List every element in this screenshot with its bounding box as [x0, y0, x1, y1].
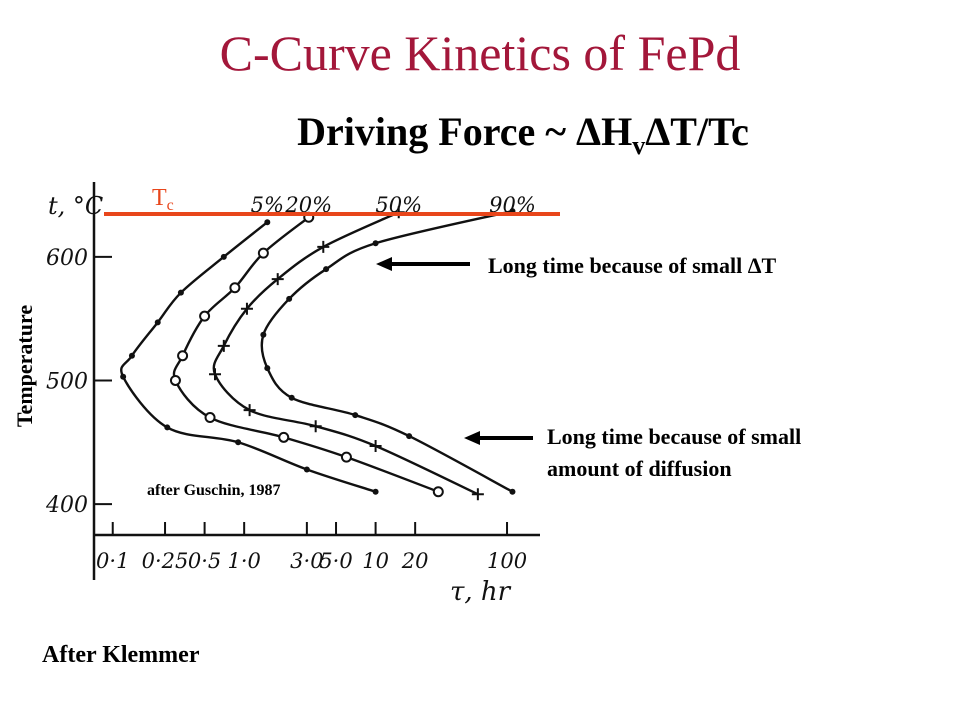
- annotation-small-diffusion-line1: Long time because of small: [547, 424, 802, 449]
- y-tick-label: 400: [45, 493, 88, 518]
- temperature-label: Temperature: [12, 304, 37, 428]
- data-point: [340, 451, 352, 463]
- series-line: [120, 221, 376, 493]
- series-markers: [120, 206, 516, 501]
- series-line: [212, 211, 479, 496]
- data-point: [164, 424, 171, 431]
- slide-subtitle: Driving Force ~ ΔHvΔT/Tc: [0, 108, 960, 160]
- data-point: [372, 240, 379, 247]
- data-point: [240, 302, 253, 315]
- after-klemmer: After Klemmer: [42, 642, 200, 668]
- x-ticks: 0·1 0·25 0·5 1·0 3·05·0 10 20 100: [96, 522, 527, 573]
- data-point: [243, 404, 256, 417]
- series-line: [260, 209, 514, 493]
- data-point: [229, 282, 241, 294]
- y-axis-title: t, °C: [48, 192, 103, 220]
- data-point: [303, 466, 310, 473]
- data-point: [220, 253, 227, 260]
- y-tick-label: 600: [46, 246, 88, 271]
- data-point: [264, 365, 271, 372]
- credit-guschin: after Guschin, 1987: [147, 482, 281, 499]
- data-point: [177, 350, 189, 362]
- arrow-top-head: [376, 257, 392, 271]
- data-point: [177, 289, 184, 296]
- x-tick-label: 5·0: [319, 549, 352, 573]
- x-axis-title: τ, hr: [450, 577, 512, 607]
- data-point: [271, 273, 284, 286]
- x-tick-label: 10: [362, 549, 389, 573]
- data-point: [264, 219, 271, 226]
- subtitle-suffix: ΔT/Tc: [645, 109, 749, 154]
- data-point: [120, 373, 127, 380]
- data-point: [288, 394, 295, 401]
- annotation-small-diffusion-line2: amount of diffusion: [547, 456, 732, 481]
- data-point: [278, 431, 290, 443]
- data-point: [199, 310, 211, 322]
- data-point: [260, 331, 267, 338]
- y-ticks: 400 500 600: [45, 246, 112, 518]
- data-point: [372, 488, 379, 495]
- x-tick-label: 0·5: [188, 549, 221, 573]
- y-tick-label: 500: [46, 369, 88, 394]
- slide-title: C-Curve Kinetics of FePd: [219, 25, 741, 81]
- data-point: [406, 433, 413, 440]
- data-point: [235, 439, 242, 446]
- data-point: [509, 488, 516, 495]
- x-tick-label: 1·0: [227, 549, 260, 573]
- data-point: [323, 266, 330, 273]
- annotation-small-diffusion: Long time because of small amount of dif…: [547, 421, 801, 485]
- subtitle-subscript: v: [632, 131, 646, 160]
- x-tick-label: 20: [401, 549, 429, 573]
- tc-label: Tc: [152, 185, 174, 214]
- data-point: [471, 488, 484, 501]
- arrow-bottom-head: [464, 431, 480, 445]
- annotation-small-delta-t: Long time because of small ΔT: [488, 253, 777, 278]
- data-point: [128, 352, 135, 359]
- data-point: [169, 374, 181, 386]
- data-point: [217, 339, 230, 352]
- data-point: [209, 368, 222, 381]
- data-point: [286, 295, 293, 302]
- series-curves: [120, 209, 514, 496]
- data-point: [432, 486, 444, 498]
- subtitle-prefix: Driving Force ~ ΔH: [297, 109, 633, 154]
- x-tick-label: 3·0: [290, 549, 323, 573]
- x-tick-label: 0·1: [96, 549, 129, 573]
- series-line: [172, 216, 439, 493]
- x-tick-label: 0·25: [142, 549, 189, 573]
- data-point: [154, 319, 161, 326]
- data-point: [352, 412, 359, 419]
- data-point: [369, 439, 382, 452]
- data-point: [317, 240, 330, 253]
- data-point: [257, 247, 269, 259]
- data-point: [204, 412, 216, 424]
- data-point: [309, 420, 322, 433]
- x-tick-label: 100: [487, 549, 527, 573]
